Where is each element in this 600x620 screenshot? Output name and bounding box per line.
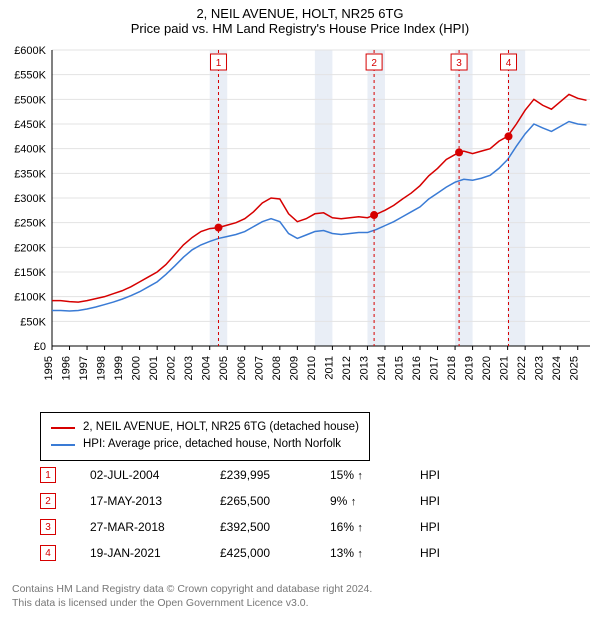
sales-row: 4 19-JAN-2021£425,00013% ↑HPI [40, 540, 560, 566]
legend-label: HPI: Average price, detached house, Nort… [83, 436, 341, 453]
sale-delta: 16% ↑ [330, 520, 420, 534]
sale-date: 02-JUL-2004 [90, 468, 220, 482]
svg-text:2020: 2020 [481, 356, 493, 380]
chart-svg: £0 £50K £100K £150K £200K £250K £300K £350K £400… [0, 44, 600, 404]
svg-text:2002: 2002 [166, 356, 178, 380]
svg-text:2018: 2018 [446, 356, 458, 380]
legend-item: HPI: Average price, detached house, Nort… [51, 436, 359, 453]
svg-text:£200K: £200K [14, 242, 46, 254]
sales-row: 3 27-MAR-2018£392,50016% ↑HPI [40, 514, 560, 540]
svg-text:£50K: £50K [20, 316, 46, 328]
svg-text:1: 1 [216, 58, 222, 69]
svg-text:2006: 2006 [236, 356, 248, 380]
sale-delta: 9% ↑ [330, 494, 420, 508]
svg-text:£500K: £500K [14, 94, 46, 106]
footer-line-1: Contains HM Land Registry data © Crown c… [12, 582, 588, 596]
svg-text:1997: 1997 [78, 356, 90, 380]
footer-attribution: Contains HM Land Registry data © Crown c… [12, 582, 588, 610]
svg-text:4: 4 [506, 58, 512, 69]
page-root: 2, NEIL AVENUE, HOLT, NR25 6TG Price pai… [0, 0, 600, 620]
svg-text:£0: £0 [34, 341, 46, 353]
svg-text:2021: 2021 [499, 356, 511, 380]
sale-delta: 13% ↑ [330, 546, 420, 560]
svg-text:2012: 2012 [341, 356, 353, 380]
sales-row: 1 02-JUL-2004£239,99515% ↑HPI [40, 462, 560, 488]
svg-text:2005: 2005 [218, 356, 230, 380]
sale-vs-label: HPI [420, 520, 460, 534]
title-line-1: 2, NEIL AVENUE, HOLT, NR25 6TG [0, 0, 600, 21]
svg-text:£400K: £400K [14, 144, 46, 156]
footer-line-2: This data is licensed under the Open Gov… [12, 596, 588, 610]
sale-price: £239,995 [220, 468, 330, 482]
sale-vs-label: HPI [420, 468, 460, 482]
svg-text:£550K: £550K [14, 70, 46, 82]
svg-text:2015: 2015 [393, 356, 405, 380]
svg-text:1995: 1995 [43, 356, 55, 380]
svg-text:£100K: £100K [14, 292, 46, 304]
svg-text:1998: 1998 [96, 356, 108, 380]
svg-text:2: 2 [371, 58, 377, 69]
sale-date: 27-MAR-2018 [90, 520, 220, 534]
sale-marker: 2 [40, 493, 56, 509]
svg-text:1996: 1996 [61, 356, 73, 380]
svg-text:£300K: £300K [14, 193, 46, 205]
svg-text:3: 3 [456, 58, 462, 69]
svg-text:£250K: £250K [14, 218, 46, 230]
sale-price: £425,000 [220, 546, 330, 560]
sale-vs-label: HPI [420, 494, 460, 508]
svg-text:2000: 2000 [131, 356, 143, 380]
svg-text:2010: 2010 [306, 356, 318, 380]
legend-item: 2, NEIL AVENUE, HOLT, NR25 6TG (detached… [51, 419, 359, 436]
price-chart: £0 £50K £100K £150K £200K £250K £300K £350K £400… [0, 44, 600, 404]
svg-text:1999: 1999 [113, 356, 125, 380]
svg-text:2004: 2004 [201, 356, 213, 380]
sale-price: £265,500 [220, 494, 330, 508]
sale-marker: 1 [40, 467, 56, 483]
svg-text:2024: 2024 [551, 356, 563, 380]
svg-text:2003: 2003 [183, 356, 195, 380]
svg-text:£450K: £450K [14, 119, 46, 131]
sales-row: 2 17-MAY-2013£265,5009% ↑HPI [40, 488, 560, 514]
svg-text:2014: 2014 [376, 356, 388, 380]
svg-text:2001: 2001 [148, 356, 160, 380]
svg-text:2008: 2008 [271, 356, 283, 380]
title-line-2: Price paid vs. HM Land Registry's House … [0, 21, 600, 40]
svg-text:2025: 2025 [569, 356, 581, 380]
legend-swatch [51, 444, 75, 446]
svg-text:£150K: £150K [14, 267, 46, 279]
sale-date: 19-JAN-2021 [90, 546, 220, 560]
svg-text:2011: 2011 [323, 356, 335, 380]
svg-text:2016: 2016 [411, 356, 423, 380]
sale-marker: 3 [40, 519, 56, 535]
legend-label: 2, NEIL AVENUE, HOLT, NR25 6TG (detached… [83, 419, 359, 436]
sale-date: 17-MAY-2013 [90, 494, 220, 508]
sales-table: 102-JUL-2004£239,99515% ↑HPI217-MAY-2013… [40, 462, 560, 566]
svg-text:2023: 2023 [534, 356, 546, 380]
svg-text:£350K: £350K [14, 168, 46, 180]
sale-delta: 15% ↑ [330, 468, 420, 482]
sale-vs-label: HPI [420, 546, 460, 560]
svg-text:2009: 2009 [288, 356, 300, 380]
svg-text:2019: 2019 [464, 356, 476, 380]
sale-price: £392,500 [220, 520, 330, 534]
legend-swatch [51, 427, 75, 429]
svg-text:2022: 2022 [516, 356, 528, 380]
legend: 2, NEIL AVENUE, HOLT, NR25 6TG (detached… [40, 412, 370, 461]
svg-text:2017: 2017 [429, 356, 441, 380]
svg-text:2013: 2013 [358, 356, 370, 380]
svg-text:2007: 2007 [253, 356, 265, 380]
sale-marker: 4 [40, 545, 56, 561]
svg-text:£600K: £600K [14, 45, 46, 57]
